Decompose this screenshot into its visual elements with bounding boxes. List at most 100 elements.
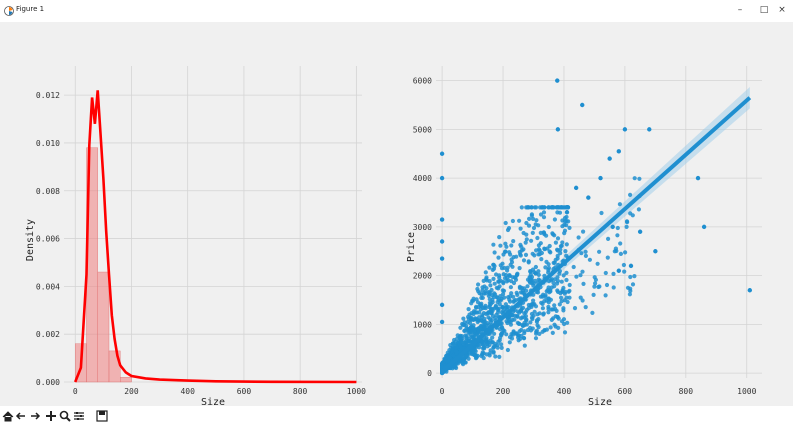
pan-icon[interactable] <box>45 409 57 423</box>
configure-subplots-icon[interactable] <box>73 409 85 423</box>
scatter-point <box>567 295 572 300</box>
scatter-point <box>506 226 512 231</box>
scatter-point <box>564 277 569 283</box>
scatter-point <box>526 302 531 308</box>
scatter-point <box>517 284 523 289</box>
scatter-point <box>562 219 568 224</box>
scatter-point <box>542 273 547 278</box>
scatter-point <box>529 213 535 218</box>
back-icon[interactable] <box>15 409 27 423</box>
scatter-point <box>495 295 500 300</box>
scatter-point <box>533 336 539 341</box>
scatter-point <box>637 176 642 181</box>
scatter-point <box>526 205 531 210</box>
scatter-point <box>522 315 527 320</box>
scatter-point <box>541 210 547 215</box>
scatter-point <box>562 291 567 296</box>
close-button[interactable]: × <box>778 5 786 15</box>
zoom-icon[interactable] <box>59 409 71 423</box>
scatter-point <box>583 305 588 310</box>
scatter-point <box>564 270 569 275</box>
scatter-point <box>522 322 527 328</box>
scatter-point <box>497 235 502 240</box>
scatter-point <box>492 281 497 286</box>
scatter-point <box>465 319 470 325</box>
scatter-point <box>603 270 608 276</box>
scatter-point <box>544 327 550 332</box>
scatter-point <box>618 241 623 246</box>
maximize-button[interactable]: □ <box>759 5 769 15</box>
scatter-point <box>591 292 596 297</box>
scatter-point <box>497 354 502 359</box>
scatter-point <box>546 224 551 230</box>
x-tick-label: 600 <box>237 387 252 396</box>
scatter-point <box>491 262 496 267</box>
x-tick-label: 0 <box>73 387 78 396</box>
scatter-point <box>520 305 526 310</box>
scatter-point <box>539 257 544 262</box>
x-tick-label: 600 <box>618 387 633 396</box>
scatter-point <box>622 127 628 132</box>
save-icon[interactable] <box>96 409 108 423</box>
scatter-point <box>546 306 551 312</box>
scatter-point <box>507 297 512 302</box>
scatter-point <box>475 286 480 292</box>
scatter-point <box>484 275 489 280</box>
forward-icon[interactable] <box>29 409 41 423</box>
scatter-point <box>547 290 552 295</box>
scatter-point <box>628 286 633 291</box>
minimize-button[interactable]: – <box>737 5 743 15</box>
scatter-point <box>490 300 495 305</box>
scatter-point <box>555 236 561 241</box>
scatter-point <box>499 310 505 315</box>
scatter-point <box>521 258 527 263</box>
scatter-point <box>543 265 548 270</box>
scatter-point <box>500 304 505 310</box>
scatter-point <box>552 217 558 222</box>
scatter-point <box>529 238 534 243</box>
scatter-point <box>480 288 485 293</box>
scatter-point <box>578 295 583 300</box>
scatter-point <box>605 255 610 260</box>
price-ylabel: Price <box>406 232 417 262</box>
scatter-point <box>492 306 497 311</box>
home-icon[interactable] <box>2 409 14 423</box>
scatter-point <box>453 339 458 344</box>
scatter-point <box>507 250 512 255</box>
scatter-point <box>491 276 496 281</box>
scatter-point <box>632 274 637 279</box>
scatter-point <box>530 316 535 322</box>
scatter-point <box>538 241 543 246</box>
scatter-point <box>502 295 507 300</box>
scatter-point <box>494 325 499 330</box>
scatter-point <box>497 275 502 280</box>
scatter-point <box>501 281 506 286</box>
scatter-point <box>509 312 514 318</box>
x-tick-label: 1000 <box>347 387 366 396</box>
scatter-point <box>489 310 494 316</box>
x-tick-label: 200 <box>124 387 139 396</box>
scatter-point <box>523 240 528 245</box>
scatter-point <box>557 302 562 307</box>
scatter-point <box>513 277 519 282</box>
y-tick-label: 4000 <box>413 174 432 183</box>
density-plot: 0 200 400 600 800 1000 0.0000.0020.0040.0060.… <box>25 66 366 408</box>
scatter-point <box>477 310 482 315</box>
scatter-point <box>439 239 445 244</box>
scatter-point <box>505 347 510 353</box>
scatter-point <box>566 219 571 224</box>
scatter-point <box>537 252 542 257</box>
scatter-point <box>483 291 488 296</box>
scatter-point <box>471 298 476 303</box>
scatter-point <box>559 243 564 248</box>
scatter-point <box>622 269 627 274</box>
scatter-point <box>564 214 569 220</box>
scatter-point <box>534 218 539 223</box>
scatter-point <box>482 319 487 324</box>
scatter-point <box>488 283 493 288</box>
scatter-point <box>595 261 600 266</box>
y-tick-label: 1000 <box>413 320 432 329</box>
scatter-point <box>555 78 560 83</box>
scatter-point <box>559 279 564 284</box>
y-tick-label: 0.006 <box>36 235 60 244</box>
